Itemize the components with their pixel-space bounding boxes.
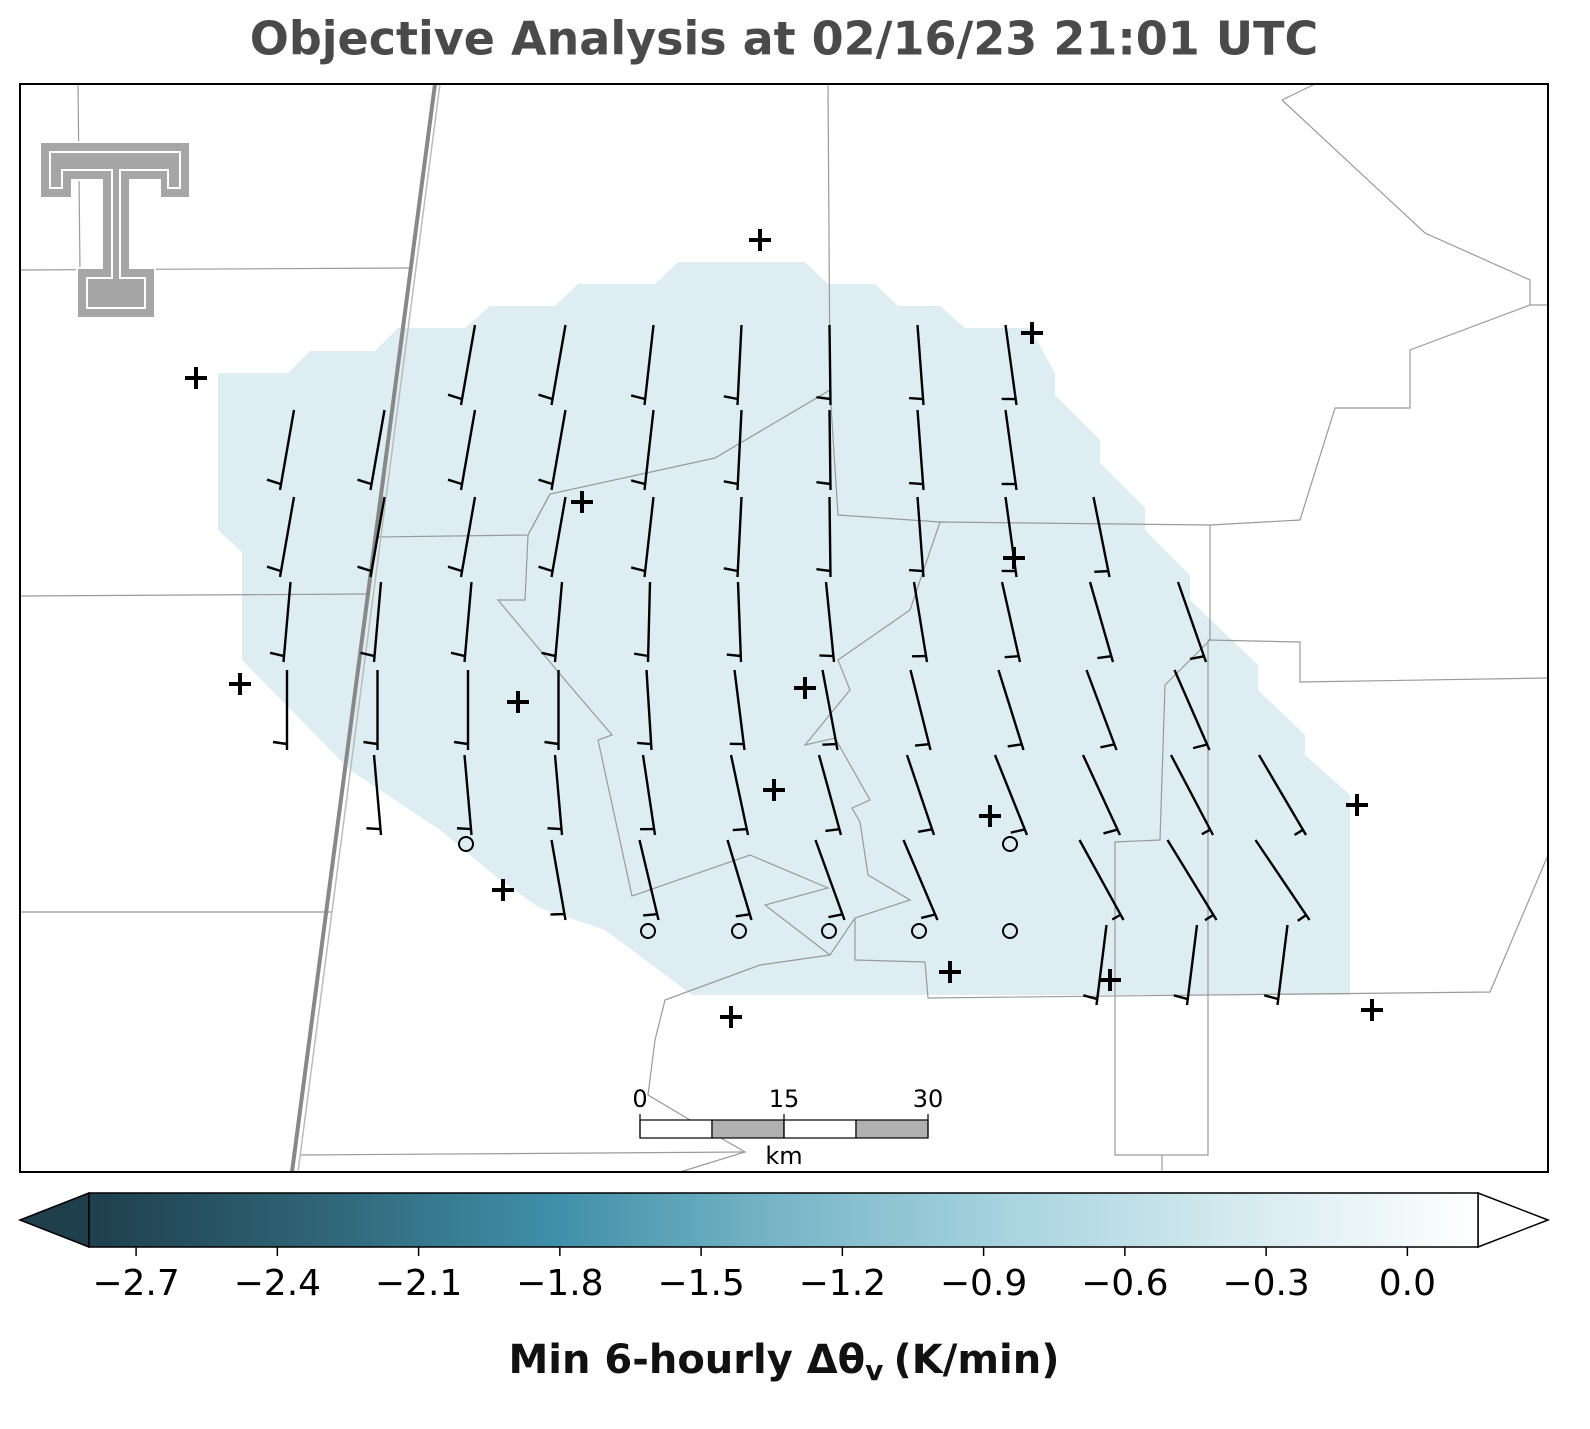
barb-tick (909, 570, 923, 571)
barb-tick (1005, 656, 1019, 657)
scale-unit: km (765, 1142, 802, 1170)
barb-tick (457, 828, 471, 829)
scale-segment (784, 1120, 856, 1138)
colorbar: −2.7 −2.4 −2.1 −1.8 −1.5 −1.2 −0.9 −0.6 −0.3 0.0 (20, 1193, 1548, 1304)
barb-tick (1094, 571, 1108, 572)
barb-tick (547, 828, 561, 829)
colorbar-label-sub: v (865, 1354, 883, 1387)
colorbar-label-text: Min 6-hourly Δθ (509, 1337, 866, 1383)
colorbar-label-units: (K/min) (893, 1337, 1059, 1383)
barb-tick (366, 828, 380, 829)
map: 0 15 30 km (20, 84, 1548, 1172)
barb-tick (909, 398, 923, 399)
barb-staff (830, 497, 831, 577)
barb-tick (727, 655, 741, 656)
colorbar-extend-high (1478, 1193, 1548, 1247)
barb-tick (819, 655, 833, 656)
scale-segment (640, 1120, 712, 1138)
colorbar-body (89, 1193, 1478, 1247)
colorbar-label: Min 6-hourly Δθv (K/min) (509, 1337, 1060, 1387)
barb-tick (909, 483, 923, 484)
colorbar-tick-label: −0.3 (1222, 1263, 1309, 1304)
scale-tick-label: 30 (913, 1085, 944, 1113)
colorbar-extend-low (20, 1193, 89, 1247)
barb-tick (643, 914, 657, 915)
colorbar-tick-label: −2.4 (234, 1263, 321, 1304)
colorbar-tick-label: −2.7 (92, 1263, 179, 1304)
scale-tick-label: 0 (632, 1085, 647, 1113)
barb-staff (830, 325, 831, 405)
colorbar-tick-label: −1.5 (657, 1263, 744, 1304)
colorbar-tick-label: 0.0 (1379, 1263, 1436, 1304)
colorbar-tick-label: −0.9 (940, 1263, 1027, 1304)
colorbar-tick-label: −2.1 (375, 1263, 462, 1304)
colorbar-tick-label: −1.8 (516, 1263, 603, 1304)
barb-tick (915, 744, 929, 745)
barb-tick (822, 744, 836, 745)
colorbar-tick-label: −1.2 (799, 1263, 886, 1304)
scale-segment (712, 1120, 784, 1138)
barb-tick (733, 829, 747, 830)
barb-tick (637, 743, 651, 744)
scale-segment (856, 1120, 928, 1138)
title: Objective Analysis at 02/16/23 21:01 UTC (250, 12, 1319, 66)
colorbar-tick-label: −0.6 (1081, 1263, 1168, 1304)
scale-tick-label: 15 (769, 1085, 800, 1113)
barb-staff (830, 410, 831, 490)
barb-tick (825, 829, 839, 831)
